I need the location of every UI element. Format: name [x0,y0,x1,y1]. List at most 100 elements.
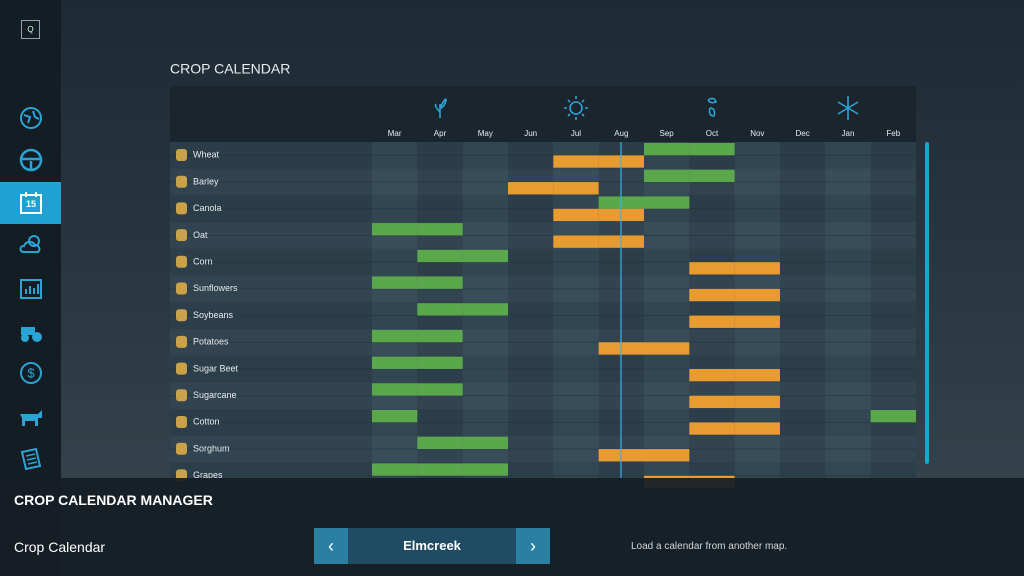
crop-name: Corn [193,257,213,267]
crop-name: Potatoes [193,337,229,347]
selected-map: Elmcreek [403,538,461,553]
crop-icon [176,442,187,455]
svg-text:$: $ [27,365,35,380]
plant-period [372,329,418,343]
month-label: Oct [706,129,719,138]
harvest-period [643,449,690,462]
crop-icon [176,175,187,188]
harvest-period [689,395,735,408]
harvest-period [689,315,735,328]
plant-period [417,383,463,396]
setting-label: Crop Calendar [14,539,106,555]
plant-period [417,276,463,289]
crop-name: Wheat [193,150,220,160]
harvest-period [734,262,780,275]
plant-period [643,196,690,209]
winter-icon [837,96,859,120]
calendar-panel [170,86,916,478]
crop-name: Barley [193,176,219,186]
key-hint: Q [21,20,40,39]
month-label: Feb [886,129,900,138]
harvest-period [734,368,780,382]
plant-period [462,303,508,316]
harvest-period [689,368,735,382]
plant-period [372,356,418,369]
calendar-icon: 15 [20,192,42,214]
month-label: Aug [614,129,628,138]
plant-period [643,169,690,183]
harvest-period [734,395,780,408]
crop-name: Cotton [193,417,220,427]
crop-icon [176,202,187,215]
crop-icon [176,362,187,375]
season-icons [434,96,859,120]
autumn-icon [707,97,718,117]
plant-period [417,249,463,263]
harvest-period [734,315,780,328]
plant-period [372,463,418,476]
next-button[interactable]: › [516,528,550,564]
crop-icon [176,335,187,348]
nav-map[interactable] [18,105,44,131]
nav-vehicle[interactable] [18,147,44,173]
nav-calendar-selected[interactable]: 15 [0,182,61,224]
plant-period [372,223,418,236]
plant-period [417,463,463,476]
crop-name: Canola [193,203,222,213]
month-label: May [478,129,493,138]
month-label: Jan [842,129,855,138]
harvest-period [643,342,690,355]
crop-name: Soybeans [193,310,234,320]
crop-name: Sugar Beet [193,363,239,373]
plant-period [643,143,690,156]
summer-icon [569,101,583,115]
plant-period [417,356,463,369]
plant-period [462,463,508,476]
nav-animals[interactable] [18,404,44,430]
plant-period [689,143,735,156]
prev-button[interactable]: ‹ [314,528,348,564]
crop-name: Sorghum [193,443,230,453]
scrollbar[interactable] [925,142,929,464]
month-label: Mar [388,129,402,138]
plant-period [372,410,418,423]
month-label: Apr [434,129,447,138]
crop-icon [176,389,187,402]
plant-period [462,249,508,263]
crop-name: Grapes [193,470,223,480]
crop-name: Sunflowers [193,283,238,293]
crop-icon [176,282,187,295]
plant-period [462,436,508,450]
nav-finances[interactable]: $ [18,360,44,386]
crop-icon [176,416,187,428]
footer-title: CROP CALENDAR MANAGER [14,492,213,508]
page-title: CROP CALENDAR [170,61,290,77]
footer-panel: CROP CALENDAR MANAGER Crop Calendar ‹ El… [0,478,1024,576]
harvest-period [689,422,735,435]
nav-contracts[interactable] [18,446,44,472]
plant-period [372,383,418,396]
help-text: Load a calendar from another map. [631,541,788,552]
crop-icon [176,149,187,161]
crop-name: Sugarcane [193,390,237,400]
harvest-period [689,262,735,275]
nav-garage[interactable] [18,318,44,344]
nav-weather[interactable] [18,232,44,258]
plant-period [372,276,418,289]
plant-period [689,169,735,183]
nav-stats[interactable] [18,276,44,302]
harvest-period [507,182,554,195]
month-label: Dec [796,129,810,138]
svg-text:15: 15 [26,199,36,209]
plant-period [870,410,916,423]
crop-icon [176,229,187,242]
crop-icon [176,255,187,268]
crop-icon [176,309,187,322]
crop-name: Oat [193,230,208,240]
map-selector: ‹ Elmcreek › [314,528,550,564]
harvest-period [734,288,780,302]
plant-period [417,223,463,236]
harvest-period [734,422,780,435]
